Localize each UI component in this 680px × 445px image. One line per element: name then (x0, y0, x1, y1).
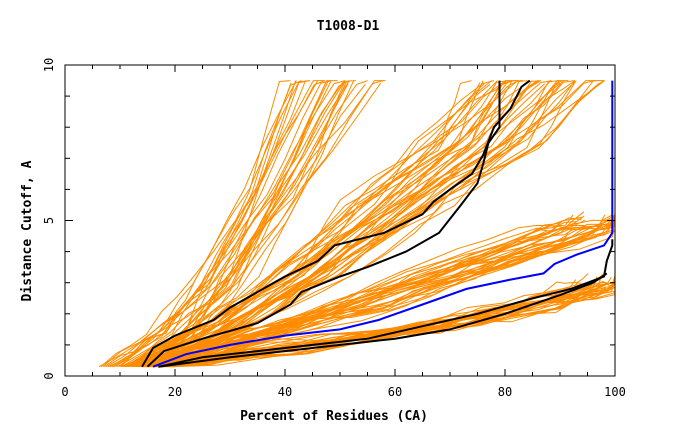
model-curve (158, 80, 576, 368)
model-curve (115, 80, 325, 368)
highlight-curve (158, 239, 614, 368)
x-tick-label: 0 (61, 385, 68, 399)
model-curve (138, 80, 510, 368)
highlight-curve (152, 80, 614, 368)
x-tick-label: 60 (388, 385, 402, 399)
model-curve (113, 80, 338, 368)
model-curve (133, 80, 328, 368)
model-curve (136, 224, 574, 368)
plot-area (98, 79, 616, 368)
highlight-curve (141, 79, 531, 368)
y-axis-label: Distance Cutoff, A (20, 160, 35, 301)
model-curve (100, 82, 292, 368)
model-curve (164, 276, 612, 368)
model-curve (140, 80, 357, 368)
x-tick-label: 40 (278, 385, 292, 399)
y-tick-label: 5 (42, 217, 56, 224)
model-curve (171, 286, 616, 368)
x-axis-label: Percent of Residues (CA) (240, 409, 428, 424)
chart-title: T1008-D1 (317, 19, 380, 34)
x-tick-label: 20 (168, 385, 182, 399)
model-curve (130, 80, 517, 368)
model-curve (144, 80, 368, 368)
highlight-curve (158, 272, 608, 368)
model-curve (161, 81, 576, 368)
model-curve (157, 80, 605, 368)
model-curve (163, 80, 595, 368)
highlight-curve (146, 80, 501, 368)
x-tick-label: 100 (604, 385, 626, 399)
model-curve (155, 80, 597, 368)
y-tick-label: 0 (42, 372, 56, 379)
model-curve (153, 219, 611, 368)
model-curve (111, 80, 332, 368)
x-tick-label: 80 (498, 385, 512, 399)
y-tick-label: 10 (42, 58, 56, 72)
model-curve (123, 83, 491, 368)
axes: 0 20 40 60 80 100 0 5 10 (42, 58, 626, 399)
model-curve (167, 280, 616, 368)
